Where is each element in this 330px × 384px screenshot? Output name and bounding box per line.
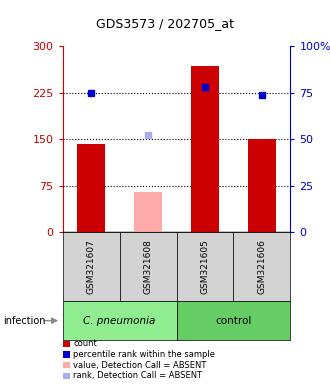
Text: C. pneumonia: C. pneumonia [83, 316, 156, 326]
Text: GSM321605: GSM321605 [201, 240, 210, 294]
Text: GSM321607: GSM321607 [87, 240, 96, 294]
Text: GDS3573 / 202705_at: GDS3573 / 202705_at [96, 17, 234, 30]
Text: rank, Detection Call = ABSENT: rank, Detection Call = ABSENT [73, 371, 202, 381]
Bar [77, 144, 105, 232]
Text: value, Detection Call = ABSENT: value, Detection Call = ABSENT [73, 361, 207, 370]
Text: count: count [73, 339, 97, 348]
Text: GSM321606: GSM321606 [257, 240, 266, 294]
Text: percentile rank within the sample: percentile rank within the sample [73, 350, 215, 359]
Bar [134, 192, 162, 232]
Bar [248, 139, 276, 232]
Text: control: control [215, 316, 252, 326]
Text: GSM321608: GSM321608 [144, 240, 152, 294]
Bar [191, 66, 219, 232]
Text: infection: infection [3, 316, 46, 326]
